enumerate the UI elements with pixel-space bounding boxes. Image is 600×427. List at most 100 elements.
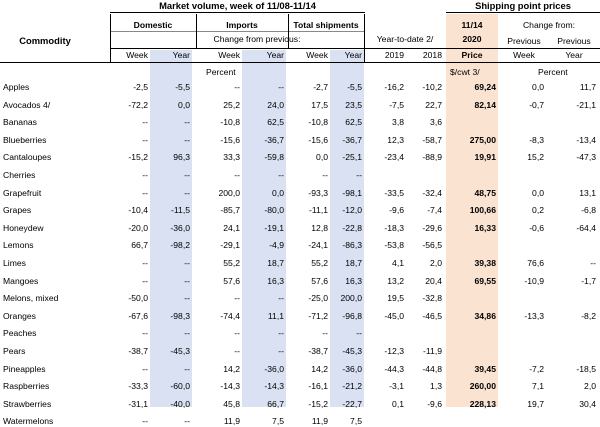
commodity-name: Strawberries [3,398,52,409]
previous-week-cell: 0,0 [532,187,544,198]
price-cell: 69,24 [474,82,496,92]
ytd-2018-cell: -88,9 [422,152,442,163]
price-cell: 34,86 [474,310,496,321]
imports-year-cell: -- [278,293,284,304]
domestic-year-cell: 0,0 [178,99,190,110]
domestic-week-cell: -- [142,275,148,286]
imports-year-cell: 62,5 [267,117,284,128]
imports-week-cell: 200,0 [218,187,240,198]
domestic-week-cell: 66,7 [131,240,148,251]
imports-week-cell: -- [234,328,240,339]
domestic-week-cell: -33,3 [128,381,148,392]
domestic-year-cell: -5,5 [175,82,190,92]
price-cell: 228,13 [469,398,496,409]
previous-year-cell: -8,2 [581,310,596,321]
imports-week-cell: 45,8 [223,398,240,409]
commodity-name: Pineapples [3,363,46,374]
domestic-year-cell: -- [184,258,190,268]
imports-week-cell: -14,3 [220,381,240,392]
previous-week-header-2: Week [513,50,535,60]
imports-week-cell: -- [234,82,240,92]
domestic-week-cell: -72,2 [128,99,148,110]
previous-week-cell: 7,1 [532,381,544,392]
year-to-date-header: Year-to-date 2/ [376,34,434,44]
divider-right [364,14,365,62]
previous-year-cell: -64,4 [576,222,596,233]
change-from-header: Change from: [522,20,576,30]
commodity-name: Watermelons [3,416,54,427]
previous-year-cell: -47,3 [576,152,596,163]
imports-week-cell: -15,6 [220,134,240,145]
ytd-2019-cell: 4,1 [392,258,404,268]
domestic-year-cell: -36,0 [170,222,190,233]
domestic-year-cell: -60,0 [170,381,190,392]
imports-year-cell: -- [278,346,284,356]
domestic-week-cell: -38,7 [128,346,148,356]
imports-week-cell: -74,4 [220,310,240,321]
imports-week-cell: 57,6 [223,275,240,286]
total-shipments-header: Total shipments [293,20,359,30]
total-year-cell: -5,5 [347,82,362,92]
domestic-year-cell: -98,3 [170,310,190,321]
total-year-cell: -98,1 [342,187,362,198]
subheader-line [110,31,364,32]
total-year-cell: -- [356,328,362,339]
imports-year-cell: -- [278,170,284,180]
commodity-name: Apples [3,82,30,92]
ytd-2018-cell: -29,6 [422,222,442,233]
total-year-cell: 23,5 [345,99,362,110]
total-week-cell: -38,7 [308,346,328,356]
ytd-2019-cell: -9,6 [389,205,404,216]
divider-left [110,14,111,62]
previous-year-header-2: Year [565,50,583,60]
commodity-name: Grapefruit [3,187,42,198]
commodity-name: Honeydew [3,222,44,233]
imports-year-cell: -4,9 [269,240,284,251]
total-year-cell: 16,3 [345,275,362,286]
domestic-year-cell: -98,2 [170,240,190,251]
commodity-name: Blueberries [3,134,47,145]
total-week-cell: -24,1 [308,240,328,251]
divider-imports [196,14,197,48]
total-year-cell: -22,7 [342,398,362,409]
domestic-year-band [150,50,192,407]
imports-year-cell: -36,0 [264,363,284,374]
imports-week-cell: -- [234,170,240,180]
unit-percent-right: Percent [538,67,568,77]
shipping-title-underline [446,12,600,13]
previous-year-header-1: Previous [557,36,591,46]
total-year-cell: -- [356,170,362,180]
imports-year-band [242,50,286,407]
commodity-header: Commodity [19,35,71,46]
ytd-2018-col: 2018 [422,50,442,60]
total-week-cell: 12,8 [311,222,328,233]
commodity-name: Grapes [3,205,32,216]
previous-year-cell: -- [590,258,596,268]
price-cell: 16,33 [474,222,496,233]
domestic-week-cell: -20,0 [128,222,148,233]
unit-price: $/cwt 3/ [450,67,480,77]
total-year-cell: -21,2 [342,381,362,392]
ytd-2019-cell: 3,8 [392,117,404,128]
domestic-week-cell: -2,5 [133,82,148,92]
domestic-year-col: Year [172,50,190,60]
domestic-week-cell: -- [142,187,148,198]
previous-year-cell: 30,4 [579,398,596,409]
ytd-2018-cell: -58,7 [422,134,442,145]
total-week-col: Week [306,50,328,60]
commodity-name: Mangoes [3,275,39,286]
ytd-2019-cell: 13,2 [387,275,404,286]
previous-week-cell: -0,6 [529,222,544,233]
domestic-week-cell: -- [142,170,148,180]
domestic-week-cell: -50,0 [128,293,148,304]
header-rule [0,62,600,63]
price-cell: 69,55 [474,275,496,286]
domestic-week-cell: -- [142,258,148,268]
total-year-cell: -45,3 [342,346,362,356]
previous-year-cell: 11,7 [579,82,596,92]
domestic-year-cell: -- [184,275,190,286]
domestic-year-cell: -- [184,328,190,339]
market-title: Market volume, week of 11/08-11/14 [159,0,316,11]
total-week-cell: -2,7 [313,82,328,92]
